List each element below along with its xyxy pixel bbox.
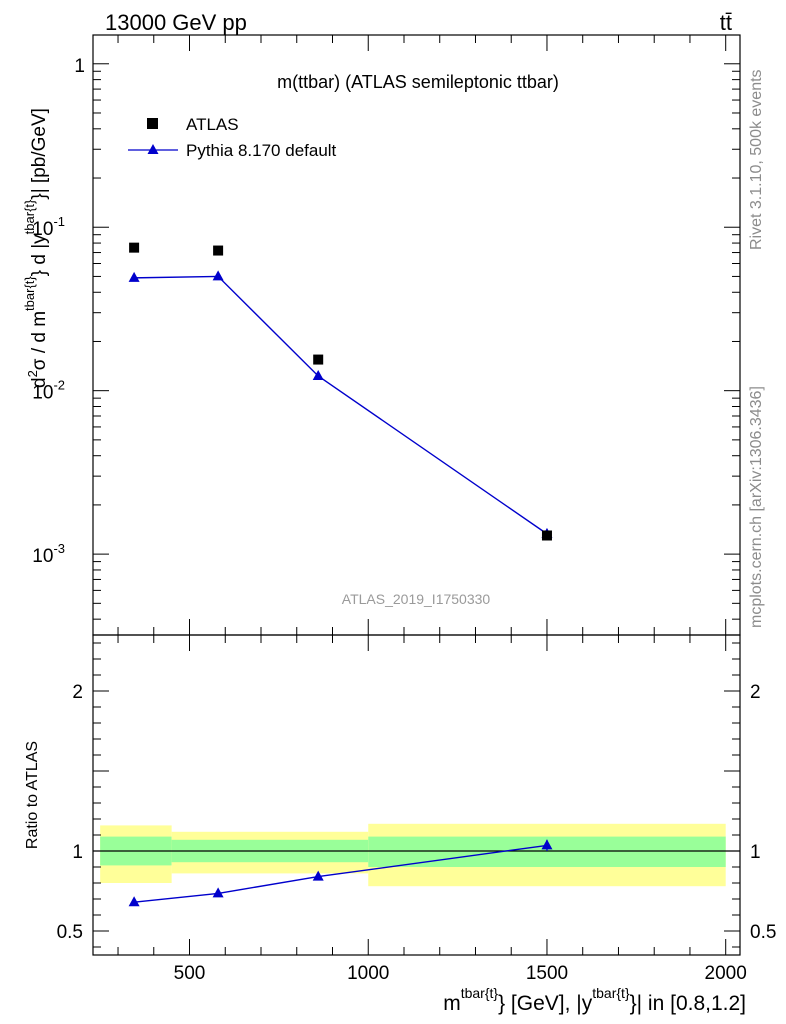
atlas-point (213, 245, 224, 256)
main-axis-ticks: 1 10-1 10-2 10-3 (32, 35, 740, 635)
energy-label: 13000 GeV pp (105, 10, 247, 35)
pythia-line (134, 275, 548, 535)
ratio-panel: 0.5 0.5 1 1 2 2 500 1000 1500 2000 Ratio to ATLAS… (24, 634, 776, 1015)
ratio-point (541, 839, 553, 850)
legend-pythia-label: Pythia 8.170 default (186, 141, 337, 160)
ratio-point (128, 896, 140, 907)
ratio-point (212, 887, 224, 898)
pythia-point (128, 271, 140, 282)
main-panel: 1 10-1 10-2 10-3 m(ttbar) (ATLAS semilepton… (22, 34, 741, 636)
ratio-line (134, 844, 548, 903)
ratio-ytick-label-right: 1 (750, 842, 761, 863)
main-data (128, 242, 553, 541)
pythia-point (312, 369, 324, 380)
main-title: m(ttbar) (ATLAS semileptonic ttbar) (277, 72, 559, 92)
ratio-data (128, 839, 553, 907)
rivet-version-label: Rivet 3.1.10, 500k events (748, 69, 765, 250)
main-ytick-label: 10-3 (32, 541, 65, 567)
xtick-label: 1500 (526, 963, 568, 984)
main-ytick-label: 10-2 (32, 378, 65, 404)
xtick-label: 500 (174, 963, 206, 984)
legend-pythia-marker (147, 144, 159, 154)
ratio-ytick-label-left: 1 (72, 842, 83, 863)
ratio-point (312, 870, 324, 881)
analysis-watermark: ATLAS_2019_I1750330 (342, 591, 491, 607)
ratio-ylabel: Ratio to ATLAS (24, 741, 41, 849)
main-ytick-label: 10-1 (32, 214, 65, 240)
ratio-ytick-label-right: 2 (750, 682, 761, 703)
ratio-axis-ticks: 0.5 0.5 1 1 2 2 500 1000 1500 2000 (57, 634, 776, 984)
main-ytick-label: 1 (74, 56, 85, 77)
mcplots-label: mcplots.cern.ch [arXiv:1306.3436] (748, 386, 765, 628)
ratio-uncertainty-bands (93, 823, 740, 887)
atlas-point (313, 354, 324, 365)
xtick-label: 2000 (705, 963, 747, 984)
atlas-point (541, 530, 552, 541)
ratio-ytick-label-left: 2 (72, 682, 83, 703)
process-label: tt̄ (720, 10, 732, 35)
xtick-label: 1000 (347, 963, 389, 984)
main-ylabel: d2σ / d mtbar{t}} d |ytbar{t}}| [pb/GeV] (22, 108, 50, 388)
ratio-ytick-label-left: 0.5 (57, 922, 83, 943)
legend: ATLAS Pythia 8.170 default (128, 115, 337, 160)
pythia-point (212, 270, 224, 281)
ratio-ytick-label-right: 0.5 (750, 922, 776, 943)
atlas-point (129, 242, 140, 253)
legend-atlas-marker (147, 118, 158, 129)
legend-atlas-label: ATLAS (186, 115, 239, 134)
ratio-frame (92, 634, 741, 956)
xlabel: mtbar{t}} [GeV], |ytbar{t}}| in [0.8,1.2… (443, 985, 746, 1015)
